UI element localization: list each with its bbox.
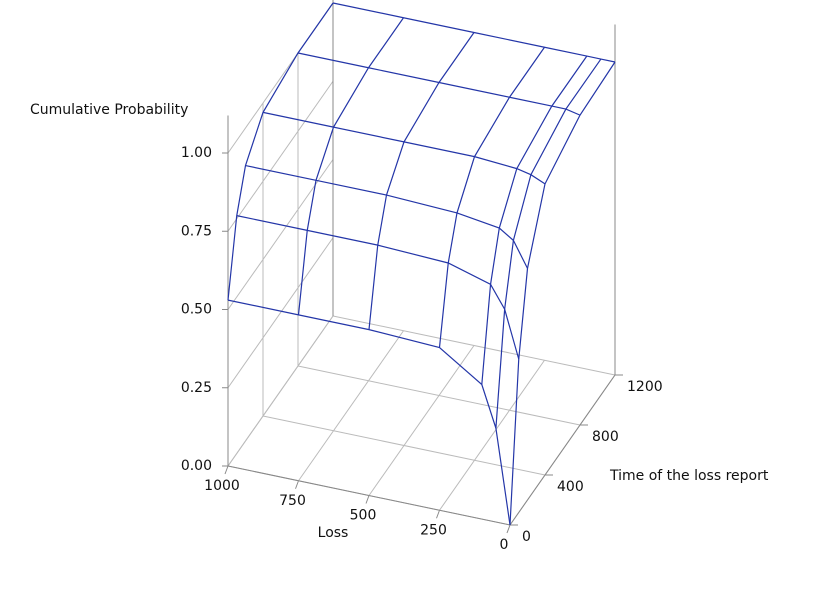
surface-line	[297, 17, 404, 315]
x-tick-label: 250	[420, 522, 447, 538]
z-tick-label: 0.75	[181, 223, 212, 239]
tick-mark	[436, 510, 440, 519]
grid-line	[332, 315, 616, 376]
z-tick-label: 1.00	[181, 145, 212, 161]
surface-line	[227, 2, 334, 301]
y-axis-label: Time of the loss report	[609, 468, 769, 484]
surface-line	[438, 46, 545, 348]
surface-line	[262, 111, 546, 185]
tick-mark	[224, 465, 229, 475]
y-tick-label: 400	[557, 479, 584, 495]
y-tick-label: 800	[592, 429, 619, 445]
z-tick-label: 0.00	[181, 458, 212, 474]
tick-mark	[295, 480, 299, 489]
grid-line	[227, 159, 334, 310]
grid-line	[298, 330, 404, 482]
surface-line	[227, 299, 511, 526]
grid-line	[227, 80, 334, 232]
tick-mark	[506, 524, 511, 534]
y-tick-label: 0	[522, 529, 531, 545]
grid-line	[227, 237, 334, 389]
x-tick-label: 0	[500, 537, 509, 553]
grid-line	[297, 365, 581, 426]
surface-line	[495, 58, 602, 429]
surface-line	[297, 52, 581, 116]
x-tick-label: 500	[350, 508, 377, 524]
grid-line	[439, 359, 545, 511]
z-tick-label: 0.50	[181, 302, 212, 318]
x-axis-label: Loss	[318, 525, 349, 541]
grid-line	[262, 415, 546, 476]
z-axis-label: Cumulative Probability	[30, 102, 188, 118]
y-axis	[509, 374, 616, 526]
surface-line	[509, 61, 616, 526]
tick-mark	[365, 495, 370, 504]
y-tick-label: 1200	[627, 379, 663, 395]
x-axis	[227, 465, 511, 526]
z-tick-label: 0.25	[181, 380, 212, 396]
surface-line	[481, 55, 588, 385]
surface-line	[245, 164, 529, 269]
grid-line	[368, 345, 475, 496]
x-tick-label: 750	[279, 493, 306, 509]
grid-line	[227, 315, 334, 467]
x-tick-label: 1000	[204, 478, 240, 494]
surface-line	[368, 32, 475, 330]
